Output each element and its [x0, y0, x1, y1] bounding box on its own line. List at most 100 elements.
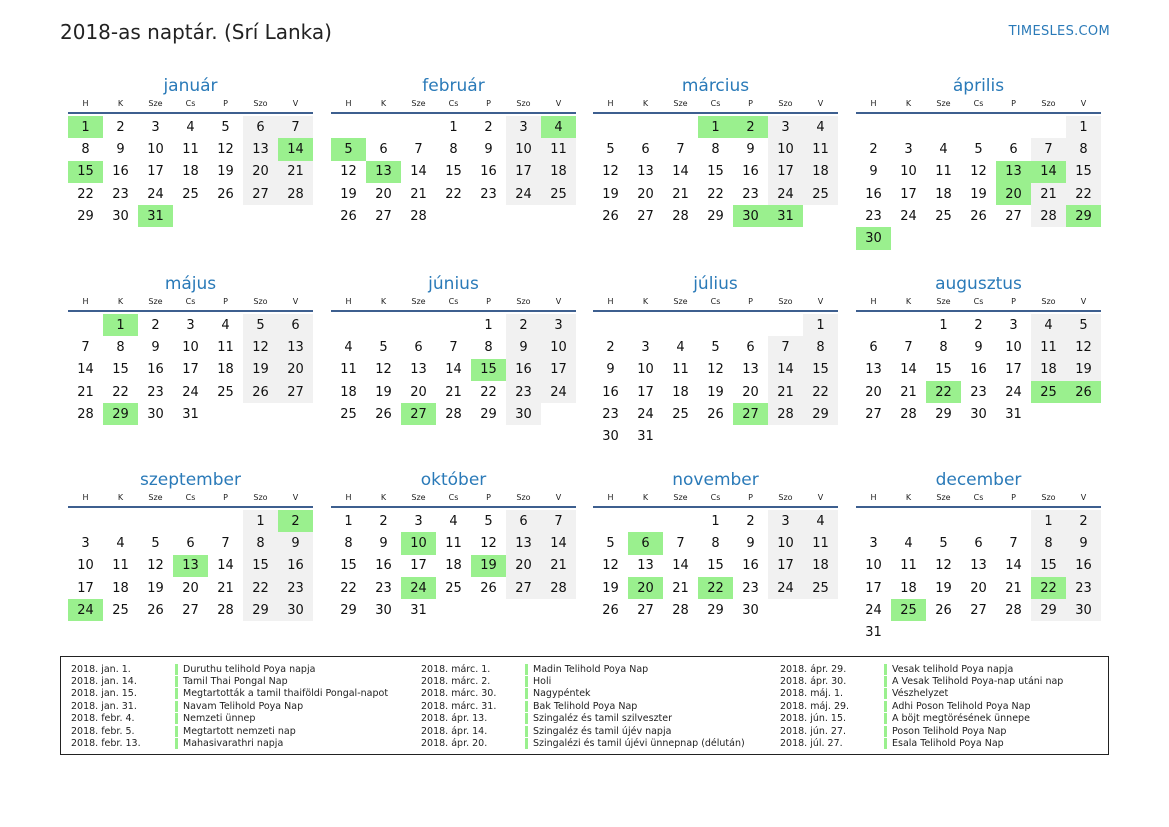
day-cell: 28: [278, 182, 313, 206]
day-cell: 13: [506, 532, 541, 555]
day-cell: 23: [970, 384, 987, 400]
holiday-day-cell: 1: [68, 116, 103, 139]
day-cell: 14: [77, 362, 94, 378]
day-cell: 27: [865, 406, 882, 422]
day-cell: 4: [803, 116, 838, 139]
weekday-label: Cs: [448, 493, 459, 502]
empty-cell: [593, 510, 628, 532]
weekday-label: H: [82, 493, 89, 502]
day-cell: 29: [1031, 599, 1066, 622]
day-cell: 15: [445, 164, 462, 180]
weekday-label: V: [555, 99, 562, 108]
weekday-label: Sze: [148, 297, 163, 306]
day-cell: 12: [147, 558, 164, 574]
holiday-name: Duruthu telihold Poya napja: [183, 663, 316, 675]
day-cell: 28: [768, 403, 803, 426]
weekday-label: P: [486, 99, 491, 108]
holiday-row: 2018. febr. 5. Megtartott nemzeti nap: [61, 725, 388, 737]
day-cell: 15: [1031, 554, 1066, 577]
day-cell: 21: [672, 580, 689, 596]
holiday-day-cell: 31: [138, 205, 173, 228]
day-cell: 4: [344, 339, 353, 355]
day-cell: 5: [606, 535, 615, 551]
month-name: április: [952, 76, 1005, 96]
holiday-name: Navam Telihold Poya Nap: [183, 700, 304, 712]
day-cell: 19: [602, 580, 619, 596]
day-cell: 14: [217, 558, 234, 574]
holiday-marker: [525, 663, 528, 675]
day-cell: 30: [602, 429, 619, 445]
day-grid: 1 2 3 4 5 6 7 8 9 10 11 12 13 14 15 16 17 18 19 20 21 22 23 24 2…: [331, 510, 576, 621]
weekday-label: Sze: [673, 99, 688, 108]
holiday-name: Tamil Thai Pongal Nap: [183, 676, 288, 688]
day-cell: 22: [480, 384, 497, 400]
holiday-name: Megtartott nemzeti nap: [183, 725, 296, 737]
day-cell: 8: [939, 339, 948, 355]
weekday-label: P: [486, 297, 491, 306]
day-cell: 8: [711, 535, 720, 551]
weekday-label: P: [1011, 99, 1016, 108]
holiday-row: 2018. júl. 27. Esala Telihold Poya Nap: [770, 737, 1063, 750]
holiday-row: 2018. jún. 27. Poson Telihold Poya Nap: [770, 725, 1063, 737]
day-cell: 10: [768, 532, 803, 555]
empty-cell: [996, 510, 1031, 532]
day-cell: 7: [81, 339, 90, 355]
site-link[interactable]: TIMESLES.COM: [1008, 24, 1110, 39]
holiday-day-cell: 22: [1031, 576, 1066, 600]
holiday-day-cell: 26: [1066, 380, 1101, 404]
weekday-label: P: [1011, 297, 1016, 306]
day-cell: 8: [243, 532, 278, 555]
holiday-marker: [884, 700, 887, 712]
day-cell: 15: [803, 358, 838, 381]
weekday-label: V: [555, 297, 562, 306]
day-cell: 4: [449, 513, 458, 529]
day-cell: 7: [449, 339, 458, 355]
day-cell: 18: [217, 362, 234, 378]
holiday-marker: [884, 725, 887, 737]
holiday-day-cell: 29: [103, 403, 138, 426]
day-cell: 11: [803, 532, 838, 555]
day-cell: 10: [1005, 339, 1022, 355]
weekday-header: H K Sze Cs P Szo V: [593, 296, 838, 312]
day-cell: 4: [221, 317, 230, 333]
weekday-label: V: [292, 99, 299, 108]
weekday-label: V: [817, 297, 824, 306]
weekday-label: Szo: [516, 493, 531, 502]
holiday-name: A böjt megtörésének ünnepe: [892, 713, 1030, 725]
day-cell: 4: [904, 535, 913, 551]
holiday-row: 2018. márc. 31. Bak Telihold Poya Nap: [411, 700, 745, 712]
day-cell: 18: [182, 164, 199, 180]
day-cell: 31: [1005, 406, 1022, 422]
day-cell: 27: [375, 208, 392, 224]
day-cell: 27: [506, 576, 541, 600]
weekday-label: K: [905, 99, 912, 108]
day-cell: 7: [676, 141, 685, 157]
weekday-label: Cs: [710, 297, 721, 306]
day-cell: 25: [112, 602, 129, 618]
holiday-day-cell: 14: [278, 138, 313, 161]
day-cell: 26: [707, 406, 724, 422]
day-cell: 28: [672, 602, 689, 618]
weekday-header: H K Sze Cs P Szo V: [856, 98, 1101, 114]
day-cell: 24: [900, 208, 917, 224]
empty-cell: [996, 116, 1031, 138]
holiday-marker: [525, 676, 528, 688]
day-cell: 7: [1009, 535, 1018, 551]
day-cell: 24: [506, 182, 541, 206]
day-cell: 2: [606, 339, 615, 355]
day-cell: 6: [506, 510, 541, 533]
holiday-column: 2018. márc. 1. Madin Telihold Poya Nap 201…: [411, 663, 745, 750]
empty-cell: [628, 314, 663, 336]
day-cell: 2: [1066, 510, 1101, 533]
day-cell: 11: [182, 141, 199, 157]
day-cell: 6: [746, 339, 755, 355]
holiday-day-cell: 13: [366, 160, 401, 183]
empty-cell: [628, 510, 663, 532]
day-cell: 15: [243, 554, 278, 577]
day-cell: 22: [445, 186, 462, 202]
empty-cell: [698, 314, 733, 336]
holiday-day-cell: 6: [628, 532, 663, 555]
day-cell: 28: [217, 602, 234, 618]
day-cell: 25: [803, 182, 838, 206]
day-cell: 5: [974, 141, 983, 157]
